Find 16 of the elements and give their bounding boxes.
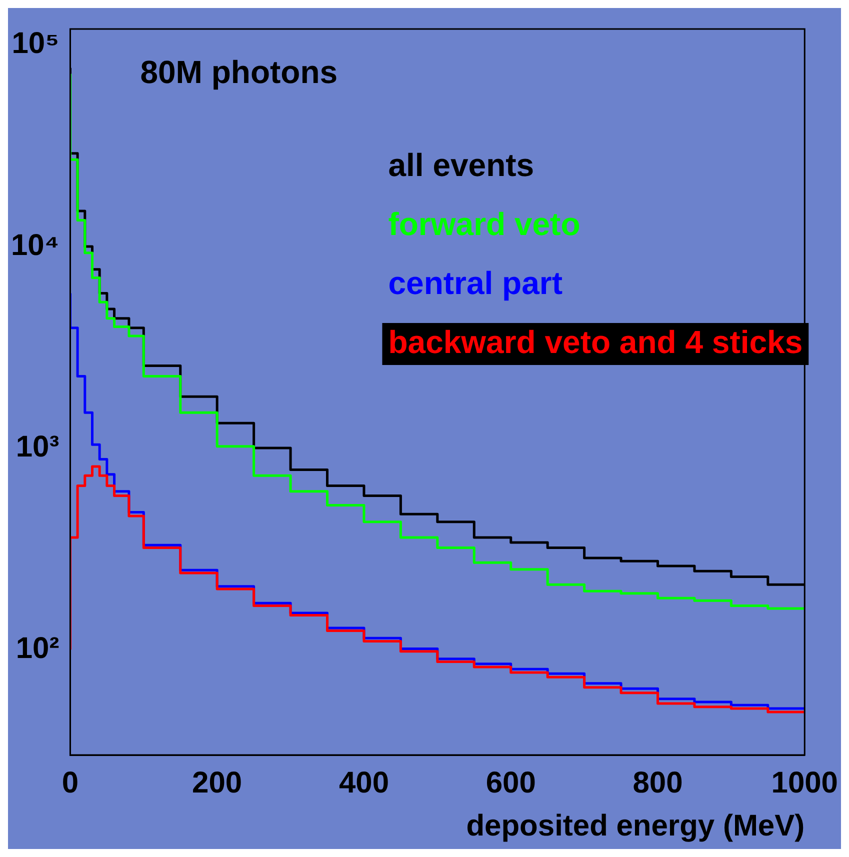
- y-tick-label: 10⁴: [10, 228, 60, 262]
- text: all events: [388, 146, 534, 183]
- text: backward veto and 4 sticks: [388, 324, 803, 360]
- text: 80M photons: [140, 54, 338, 90]
- y-tick-label: 10³: [16, 430, 60, 464]
- text: forward veto: [388, 206, 580, 242]
- y-tick-label: 10²: [16, 632, 60, 665]
- text: central part: [388, 264, 563, 301]
- x-tick-label: 200: [192, 766, 242, 800]
- x-tick-label: 600: [486, 766, 536, 800]
- x-tick-label: 400: [338, 766, 390, 800]
- x-tick-label: 0: [62, 766, 79, 800]
- y-tick-label: 10⁵: [12, 27, 60, 60]
- x-tick-label: 800: [632, 766, 683, 800]
- x-axis-title: deposited energy (MeV): [466, 809, 805, 842]
- x-tick-label: 1000: [771, 766, 838, 800]
